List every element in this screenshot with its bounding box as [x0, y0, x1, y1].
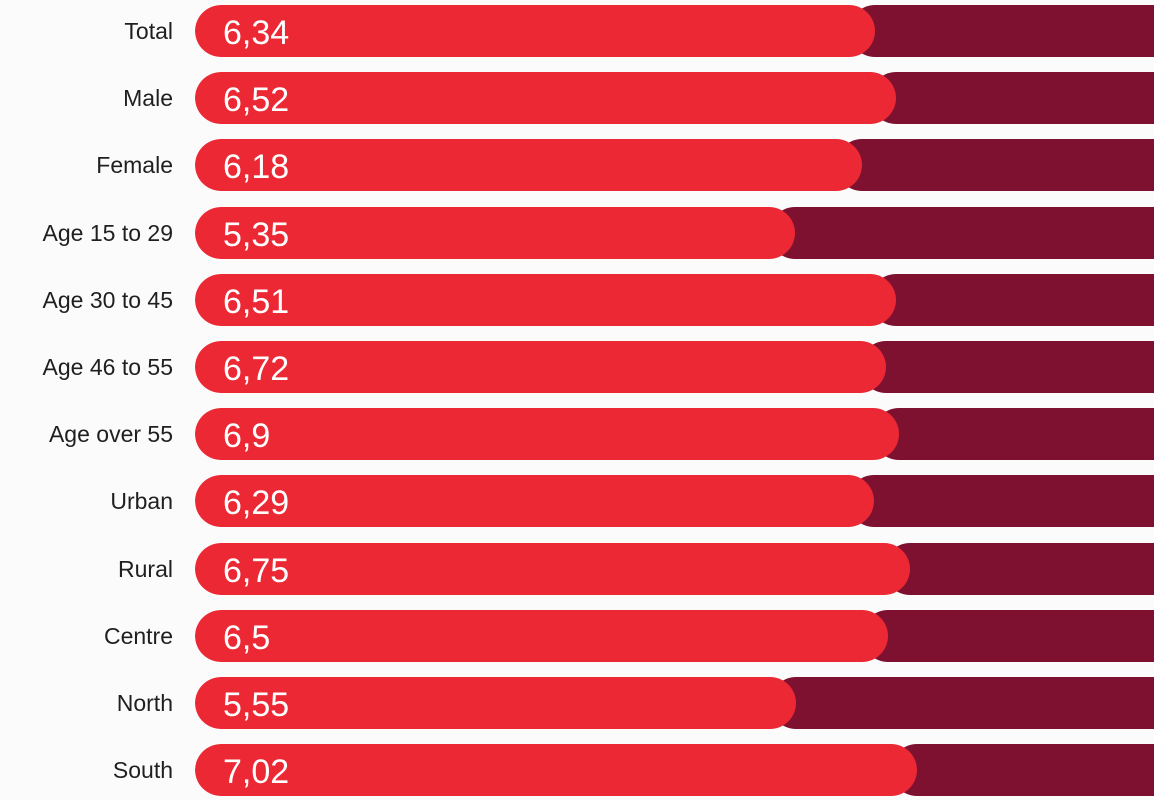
- bar-row: Age 46 to 55 6,72: [0, 341, 1154, 393]
- data-label: 6,52: [223, 81, 290, 120]
- bar-remainder: [860, 341, 1154, 393]
- category-label: North: [116, 690, 173, 716]
- bar-row: Male 6,52: [0, 72, 1154, 125]
- data-label: 6,51: [223, 282, 290, 321]
- bar-row: Age 30 to 45 6,51: [0, 273, 1154, 326]
- bar-remainder: [769, 206, 1154, 259]
- category-label: Age over 55: [48, 421, 173, 448]
- category-label: Centre: [103, 622, 173, 649]
- bar-row: South 7,02: [0, 744, 1154, 797]
- category-label: South: [112, 757, 173, 784]
- bar-track: [195, 341, 1154, 393]
- bar-remainder: [891, 744, 1154, 797]
- bar-track: [195, 475, 1154, 528]
- data-label: 6,9: [223, 417, 271, 456]
- bar-value: [195, 72, 896, 125]
- category-label: Age 15 to 29: [42, 219, 173, 246]
- category-label: Urban: [110, 488, 173, 515]
- bar-value: [195, 609, 888, 662]
- bar-track: [195, 72, 1154, 125]
- bar-remainder: [836, 139, 1154, 192]
- category-label: Male: [123, 85, 173, 112]
- bar-row: Age over 55 6,9: [0, 408, 1154, 461]
- category-label: Total: [124, 18, 173, 44]
- bar-row: Centre 6,5: [0, 609, 1154, 662]
- category-label: Rural: [118, 555, 173, 582]
- bar-row: Total 6,34: [0, 5, 1154, 57]
- category-label: Female: [96, 152, 173, 179]
- bar-remainder: [870, 72, 1154, 125]
- bar-value: [195, 408, 899, 461]
- data-label: 6,5: [223, 618, 271, 657]
- bar-value: [195, 206, 795, 259]
- bar-track: [195, 206, 1154, 259]
- bar-value: [195, 273, 896, 326]
- bar-track: [195, 5, 1154, 57]
- bar-remainder: [848, 475, 1154, 528]
- bar-row: Urban 6,29: [0, 475, 1154, 528]
- bar-value: [195, 542, 910, 595]
- bar-track: [195, 609, 1154, 662]
- category-label: Age 46 to 55: [42, 354, 173, 380]
- data-label: 6,34: [223, 14, 290, 52]
- data-label: 6,29: [223, 484, 290, 523]
- bar-track: [195, 139, 1154, 192]
- category-label: Age 30 to 45: [42, 286, 173, 313]
- bar-value: [195, 677, 796, 729]
- bar-value: [195, 139, 862, 192]
- bar-value: [195, 5, 875, 57]
- data-label: 7,02: [223, 753, 290, 792]
- bar-remainder: [862, 609, 1154, 662]
- bar-remainder: [849, 5, 1154, 57]
- bar-track: [195, 273, 1154, 326]
- bar-track: [195, 542, 1154, 595]
- data-label: 5,35: [223, 215, 290, 254]
- bar-remainder: [870, 273, 1154, 326]
- bar-remainder: [770, 677, 1154, 729]
- bar-value: [195, 341, 886, 393]
- bar-remainder: [884, 542, 1154, 595]
- bar-remainder: [873, 408, 1154, 461]
- data-label: 6,72: [223, 350, 290, 388]
- bar-value: [195, 744, 917, 797]
- data-label: 5,55: [223, 686, 290, 724]
- data-label: 6,75: [223, 551, 290, 590]
- bar-row: Female 6,18: [0, 139, 1154, 192]
- bar-row: North 5,55: [0, 677, 1154, 729]
- bar-row: Age 15 to 29 5,35: [0, 206, 1154, 259]
- bar-row: Rural 6,75: [0, 542, 1154, 595]
- bar-track: [195, 677, 1154, 729]
- data-label: 6,18: [223, 148, 290, 187]
- bar-value: [195, 475, 874, 528]
- bar-track: [195, 744, 1154, 797]
- bar-track: [195, 408, 1154, 461]
